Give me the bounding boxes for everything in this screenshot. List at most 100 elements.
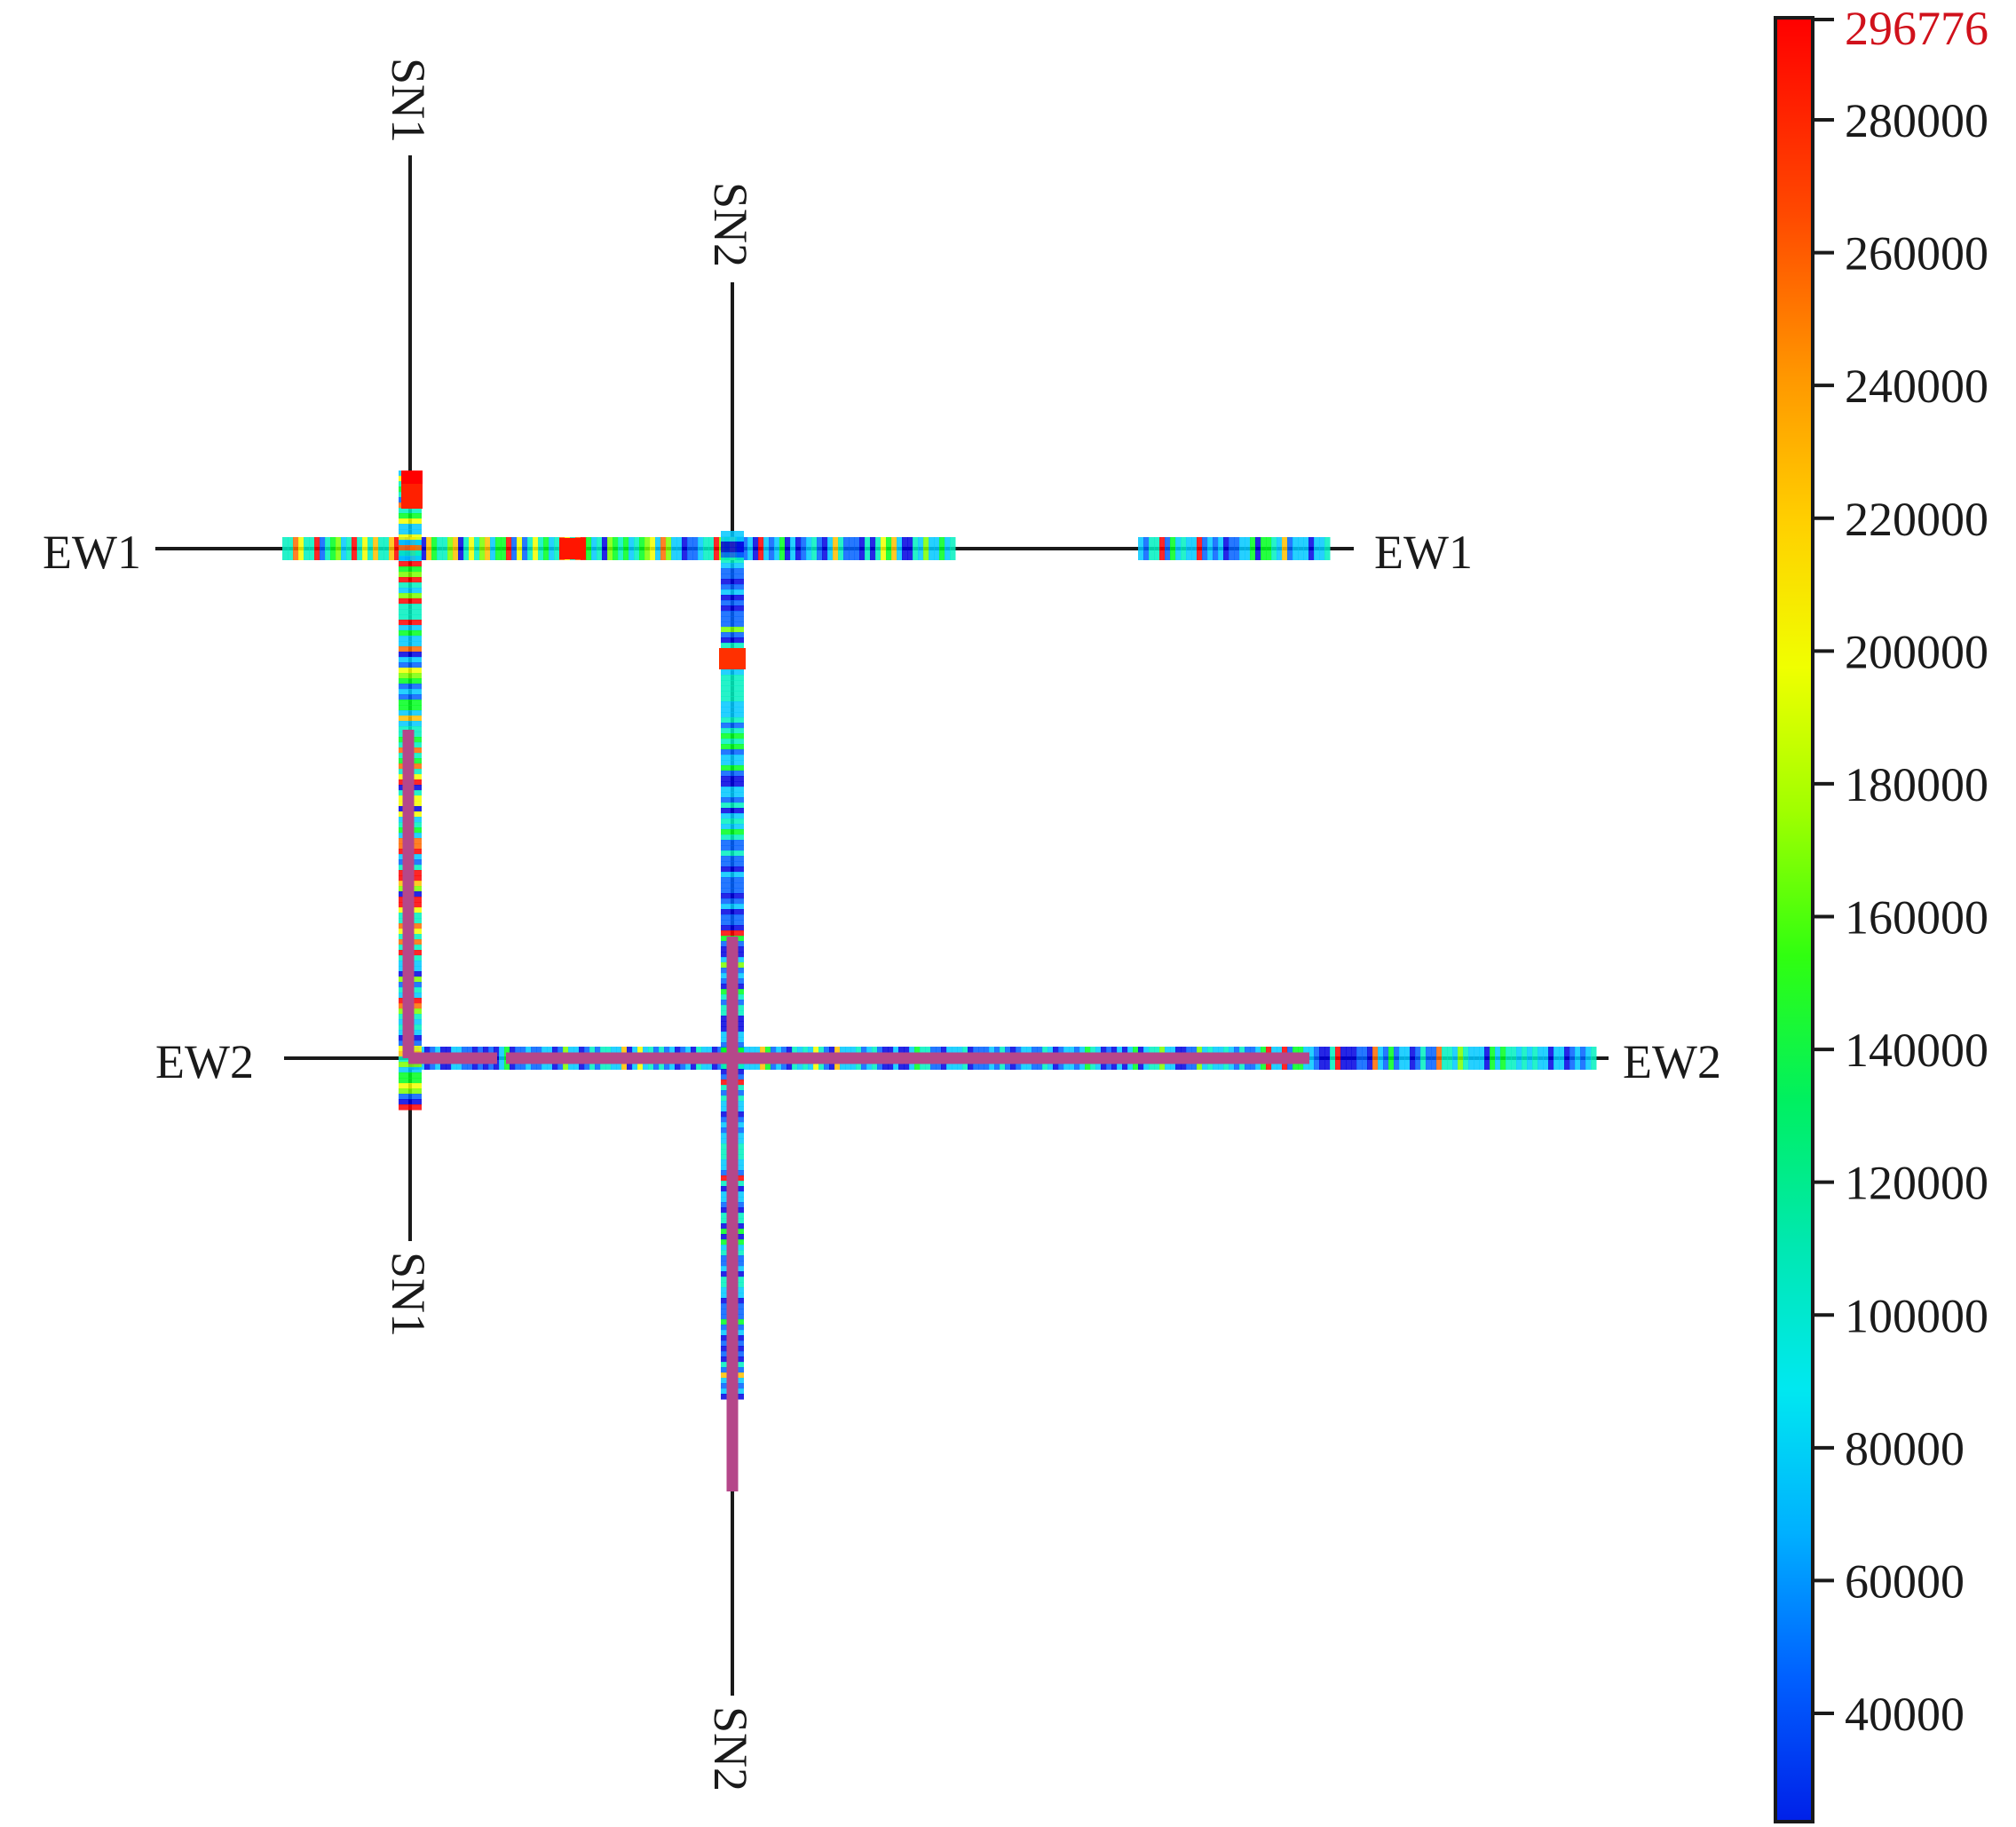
strip-cell <box>721 632 744 638</box>
strip-cell <box>330 537 336 560</box>
strip-cell <box>721 584 744 590</box>
strip-cell <box>682 537 688 560</box>
strip-cell <box>721 834 744 841</box>
strip-cell <box>1356 1047 1363 1070</box>
strip-cell <box>655 537 661 560</box>
strip-cell <box>721 925 744 931</box>
strip-cell <box>721 637 744 644</box>
strip-cell <box>721 872 744 878</box>
strip-cell <box>650 537 656 560</box>
strip-cell <box>1319 537 1325 560</box>
survey-lines <box>155 155 1609 1696</box>
strip-cell <box>325 537 331 560</box>
strip-cell <box>1378 1047 1384 1070</box>
ew1-strip-west <box>282 537 741 560</box>
strip-cell <box>399 518 422 525</box>
strip-cell <box>806 537 812 560</box>
strip-cell <box>721 824 744 830</box>
strip-cell <box>721 685 744 692</box>
strip-cell <box>1548 1047 1554 1070</box>
ew1-label-right: EW1 <box>1374 526 1473 579</box>
strip-cell <box>790 537 796 560</box>
strip-cell <box>721 888 744 894</box>
strip-cell <box>644 537 651 560</box>
strip-cell <box>1426 1047 1432 1070</box>
strip-cell <box>341 537 347 560</box>
strip-cell <box>399 652 422 658</box>
strip-cell <box>314 537 320 560</box>
strip-cell <box>549 537 555 560</box>
strip-cell <box>721 819 744 825</box>
strip-cell <box>721 760 744 766</box>
ew1-strip-east <box>1138 537 1331 560</box>
strip-cell <box>945 537 951 560</box>
ew2-label-left: EW2 <box>155 1035 254 1088</box>
strip-cell <box>320 537 326 560</box>
strip-cell <box>801 537 807 560</box>
strip-cell <box>1293 537 1299 560</box>
strip-cell <box>399 620 422 626</box>
strip-cell <box>721 621 744 628</box>
strip-cell <box>838 537 844 560</box>
strip-cell <box>703 537 709 560</box>
strip-cell <box>378 537 384 560</box>
strip-cell <box>721 691 744 697</box>
strip-cell <box>891 537 897 560</box>
strip-cell <box>721 866 744 873</box>
strip-cell <box>511 537 518 560</box>
strip-cell <box>721 568 744 574</box>
ew1-strip-center <box>737 537 956 560</box>
strip-cell <box>1559 1047 1565 1070</box>
strip-cell <box>721 579 744 585</box>
strip-cell <box>923 537 929 560</box>
strip-cell <box>485 537 491 560</box>
strip-cell <box>399 662 422 668</box>
strip-cell <box>1282 537 1288 560</box>
strip-cell <box>1463 1047 1469 1070</box>
colorbar: 280000 260000 240000 220000 200000 180000 1600… <box>1774 2 1988 1823</box>
strip-cell <box>1415 1047 1421 1070</box>
strip-cell <box>389 537 395 560</box>
strip-cell <box>817 537 823 560</box>
strip-cell <box>629 537 635 560</box>
strip-cell <box>721 765 744 771</box>
strip-cell <box>1207 537 1214 560</box>
colorbar-tick-label: 100000 <box>1845 1289 1988 1342</box>
strip-cell <box>721 771 744 777</box>
strip-cell <box>442 537 448 560</box>
strip-cell <box>1308 537 1315 560</box>
strip-cell <box>897 537 903 560</box>
strip-cell <box>1186 537 1192 560</box>
hot-spot <box>719 648 746 669</box>
strip-cell <box>1404 1047 1411 1070</box>
strip-cell <box>1362 1047 1368 1070</box>
strip-cell <box>554 537 560 560</box>
sn1-label-bottom: SN1 <box>382 1252 435 1337</box>
strip-cell <box>1543 1047 1549 1070</box>
strip-cell <box>304 537 310 560</box>
strip-cell <box>1484 1047 1490 1070</box>
strip-cell <box>950 537 956 560</box>
strip-cell <box>1229 537 1235 560</box>
strip-cell <box>495 537 502 560</box>
strip-cell <box>1506 1047 1512 1070</box>
strip-cell <box>373 537 379 560</box>
strip-cell <box>721 536 744 542</box>
strip-cell <box>854 537 860 560</box>
strip-cell <box>469 537 475 560</box>
strip-cell <box>721 717 744 724</box>
strip-cell <box>399 572 422 578</box>
strip-cell <box>1165 537 1171 560</box>
strip-cell <box>747 537 754 560</box>
strip-cell <box>399 540 422 546</box>
strip-cell <box>399 726 422 732</box>
strip-cell <box>1431 1047 1437 1070</box>
strip-cell <box>399 534 422 541</box>
strip-cell <box>399 625 422 631</box>
strip-cell <box>1191 537 1198 560</box>
strip-cell <box>1490 1047 1496 1070</box>
strip-cell <box>721 914 744 921</box>
strip-cell <box>368 537 374 560</box>
strip-cell <box>490 537 496 560</box>
strip-cell <box>811 537 818 560</box>
